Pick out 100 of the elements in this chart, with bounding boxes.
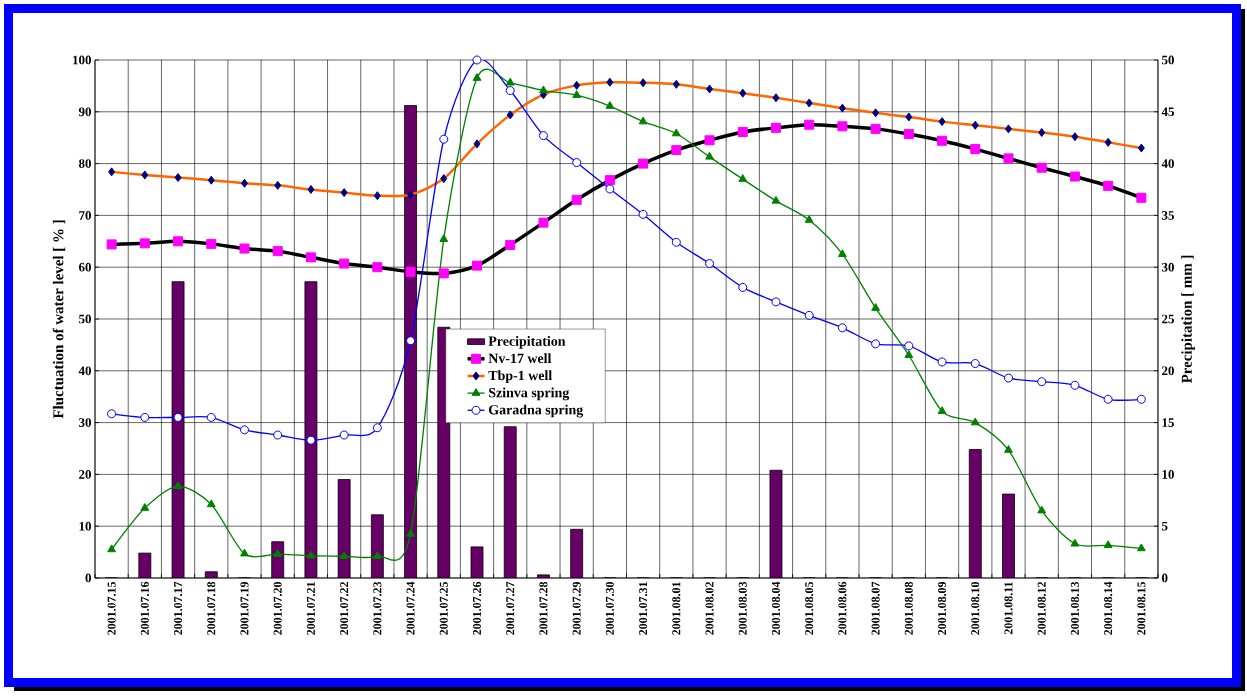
y-tick-label: 100 xyxy=(73,55,91,65)
point xyxy=(871,339,881,349)
point xyxy=(406,528,415,537)
point xyxy=(505,86,515,96)
point xyxy=(738,282,748,292)
y2-tick-label: 25 xyxy=(1162,314,1174,324)
y-tick-label: 70 xyxy=(79,211,91,220)
y2-tick-label: 20 xyxy=(1162,366,1174,376)
point xyxy=(472,55,482,65)
y2-tick-label: 30 xyxy=(1161,262,1174,272)
point xyxy=(472,73,482,81)
point xyxy=(1037,377,1047,387)
point xyxy=(937,357,947,367)
y-tick-label: 60 xyxy=(78,262,91,272)
x-tick-label: 2001.08.10 xyxy=(971,581,980,635)
point xyxy=(605,184,615,194)
x-tick-label: 2001.08.07 xyxy=(871,581,880,635)
y-tick-label: 20 xyxy=(79,470,91,479)
x-tick-label: 2001.07.21 xyxy=(306,582,315,635)
point xyxy=(638,209,648,219)
x-tick-label: 2001.08.09 xyxy=(938,581,947,635)
point xyxy=(871,303,881,311)
point xyxy=(306,550,316,559)
x-tick-label: 2001.08.02 xyxy=(705,582,714,635)
point xyxy=(705,259,715,269)
x-tick-label: 2001.07.23 xyxy=(373,581,382,635)
point xyxy=(372,551,382,559)
x-tick-label: 2001.07.31 xyxy=(639,582,648,635)
x-tick-label: 2001.07.26 xyxy=(472,581,482,635)
x-tick-label: 2001.07.25 xyxy=(439,581,448,635)
point xyxy=(937,406,947,414)
point xyxy=(1037,505,1047,514)
point xyxy=(339,551,349,559)
point xyxy=(140,503,150,511)
x-tick-label: 2001.07.29 xyxy=(572,581,581,635)
point xyxy=(1070,380,1080,390)
point xyxy=(1003,373,1013,383)
point xyxy=(239,425,249,435)
y2-tick-label: 40 xyxy=(1161,159,1174,168)
point xyxy=(538,131,548,141)
point xyxy=(671,128,681,137)
point xyxy=(572,90,582,98)
x-tick-label: 2001.08.15 xyxy=(1137,581,1146,635)
point xyxy=(837,323,847,333)
x-tick-label: 2001.07.19 xyxy=(240,581,249,635)
legend-label: Szinva spring xyxy=(489,387,570,401)
point xyxy=(1004,445,1013,453)
point xyxy=(140,412,150,422)
x-tick-label: 2001.07.15 xyxy=(107,581,116,635)
point xyxy=(970,359,980,369)
point xyxy=(306,435,316,445)
point xyxy=(838,249,847,257)
point xyxy=(240,548,249,557)
point xyxy=(372,423,382,433)
y-tick-label: 10 xyxy=(79,521,91,531)
x-tick-label: 2001.07.30 xyxy=(605,581,614,635)
point xyxy=(173,481,183,490)
x-tick-label: 2001.07.27 xyxy=(506,581,515,635)
y-tick-label: 90 xyxy=(78,107,91,117)
legend-label: Nv-17 well xyxy=(488,353,552,364)
y2-tick-label: 45 xyxy=(1161,107,1174,117)
point xyxy=(1103,394,1113,404)
x-tick-label: 2001.08.14 xyxy=(1104,581,1113,635)
point xyxy=(439,134,449,144)
y2-tick-label: 10 xyxy=(1162,470,1174,479)
point xyxy=(904,341,914,351)
x-tick-label: 2001.08.08 xyxy=(904,581,913,635)
x-tick-label: 2001.08.06 xyxy=(838,581,847,635)
point xyxy=(804,215,814,223)
point xyxy=(206,412,216,422)
point xyxy=(970,417,980,426)
point xyxy=(804,310,814,320)
y2-tick-label: 5 xyxy=(1162,521,1168,531)
legend-label: Garadna spring xyxy=(488,404,584,418)
point xyxy=(539,85,548,94)
point xyxy=(771,297,781,307)
x-tick-label: 2001.08.13 xyxy=(1070,581,1079,635)
y2-tick-label: 35 xyxy=(1161,211,1174,220)
point xyxy=(173,412,183,422)
point xyxy=(705,151,714,160)
point xyxy=(206,499,216,508)
x-tick-label: 2001.08.01 xyxy=(672,582,681,635)
legend-label: Tbp-1 well xyxy=(488,370,552,384)
x-tick-label: 2001.07.28 xyxy=(539,581,548,635)
point xyxy=(339,430,349,440)
x-tick-label: 2001.07.22 xyxy=(340,582,349,635)
point xyxy=(1136,543,1146,552)
point xyxy=(406,336,416,346)
point xyxy=(638,116,648,125)
legend-label: Precipitation xyxy=(488,336,566,349)
point xyxy=(1070,538,1080,547)
point xyxy=(107,544,117,553)
point xyxy=(107,409,117,419)
y-axis-title: Fluctuation of water level [ % ] xyxy=(52,220,66,419)
point xyxy=(505,77,515,86)
x-tick-label: 2001.07.17 xyxy=(173,581,183,635)
point xyxy=(671,237,681,247)
y-tick-label: 0 xyxy=(85,573,91,583)
x-tick-label: 2001.08.03 xyxy=(738,581,747,635)
y2-axis-title: Precipitation [ mm ] xyxy=(1181,255,1195,384)
